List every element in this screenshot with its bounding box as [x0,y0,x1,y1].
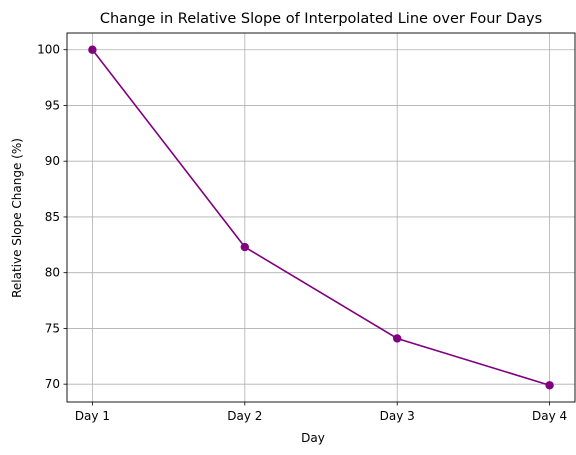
chart-title: Change in Relative Slope of Interpolated… [100,11,542,27]
y-tick-label: 75 [45,321,60,335]
series-line [91,49,550,387]
y-tick-label: 100 [37,43,60,57]
data-point [545,381,554,390]
x-axis-label: Day [301,431,325,445]
y-tick-label: 95 [45,98,60,112]
data-point [88,45,97,54]
data-point [240,242,249,252]
x-tick-label: Day 2 [227,409,262,423]
x-tick-label: Day 1 [75,409,110,423]
y-tick-label: 70 [45,377,60,391]
y-tick-label: 90 [45,154,60,168]
y-tick-label: 80 [45,266,60,280]
series-layer [88,45,554,390]
x-tick-label: Day 4 [532,409,567,423]
axis-ticks: 70 75 80 85 90 95 100 Day 1 Day 2 Day 3 Day 4 [37,43,567,423]
plot-area-frame [66,32,576,403]
x-tick-label: Day 3 [380,409,415,423]
y-axis-label: Relative Slope Change (%) [10,138,24,298]
data-point [393,334,402,343]
y-tick-label: 85 [45,210,60,224]
